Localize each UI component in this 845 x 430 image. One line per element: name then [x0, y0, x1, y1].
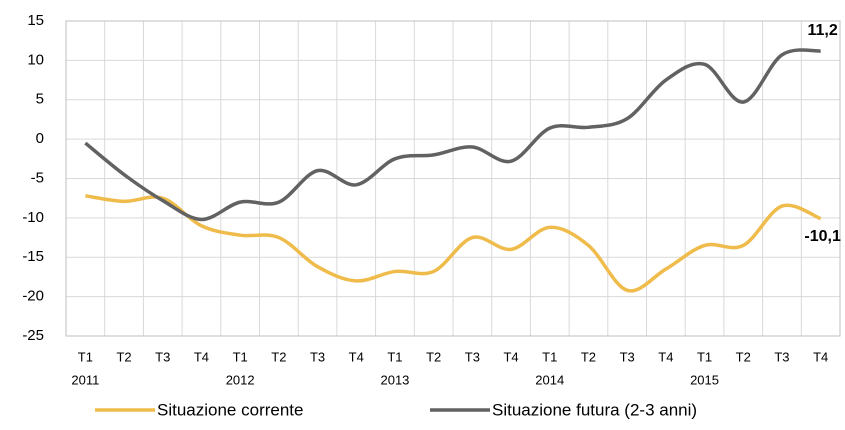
x-group-label: 2015: [690, 372, 719, 387]
x-tick-label: T3: [774, 349, 789, 364]
x-tick-label: T1: [542, 349, 557, 364]
plot-border: [65, 20, 841, 337]
y-tick-label: 15: [27, 12, 44, 29]
x-tick-label: T3: [310, 349, 325, 364]
series-line: [85, 194, 822, 293]
x-group-label: 2012: [226, 372, 255, 387]
legend-label: Situazione corrente: [157, 400, 303, 419]
x-tick-label: T1: [78, 349, 93, 364]
y-tick-label: 0: [36, 130, 44, 147]
y-tick-label: -25: [22, 327, 44, 344]
legend-label: Situazione futura (2-3 anni): [492, 400, 697, 419]
x-tick-label: T3: [155, 349, 170, 364]
x-tick-label: T3: [465, 349, 480, 364]
y-tick-label: 5: [36, 91, 44, 108]
y-tick-label: -15: [22, 248, 44, 265]
x-tick-label: T4: [194, 349, 209, 364]
y-tick-label: -10: [22, 209, 44, 226]
x-group-label: 2011: [71, 372, 99, 387]
x-tick-label: T1: [387, 349, 402, 364]
x-tick-label: T4: [349, 349, 364, 364]
x-tick-label: T2: [426, 349, 441, 364]
x-tick-label: T2: [271, 349, 286, 364]
x-tick-label: T1: [697, 349, 712, 364]
x-group-label: 2014: [535, 372, 564, 387]
x-tick-label: T3: [620, 349, 635, 364]
x-tick-label: T2: [116, 349, 131, 364]
x-tick-label: T4: [503, 349, 518, 364]
y-tick-label: -5: [31, 169, 44, 186]
x-tick-label: T4: [658, 349, 673, 364]
value-label: 11,2: [808, 22, 838, 39]
x-group-label: 2013: [380, 372, 409, 387]
x-tick-label: T1: [233, 349, 248, 364]
y-tick-label: -20: [22, 288, 44, 305]
y-tick-label: 10: [27, 51, 44, 68]
value-label: -10,1: [804, 228, 841, 245]
x-tick-label: T2: [581, 349, 596, 364]
series-line: [84, 48, 821, 222]
x-tick-label: T2: [736, 349, 751, 364]
x-tick-label: T4: [813, 349, 828, 364]
